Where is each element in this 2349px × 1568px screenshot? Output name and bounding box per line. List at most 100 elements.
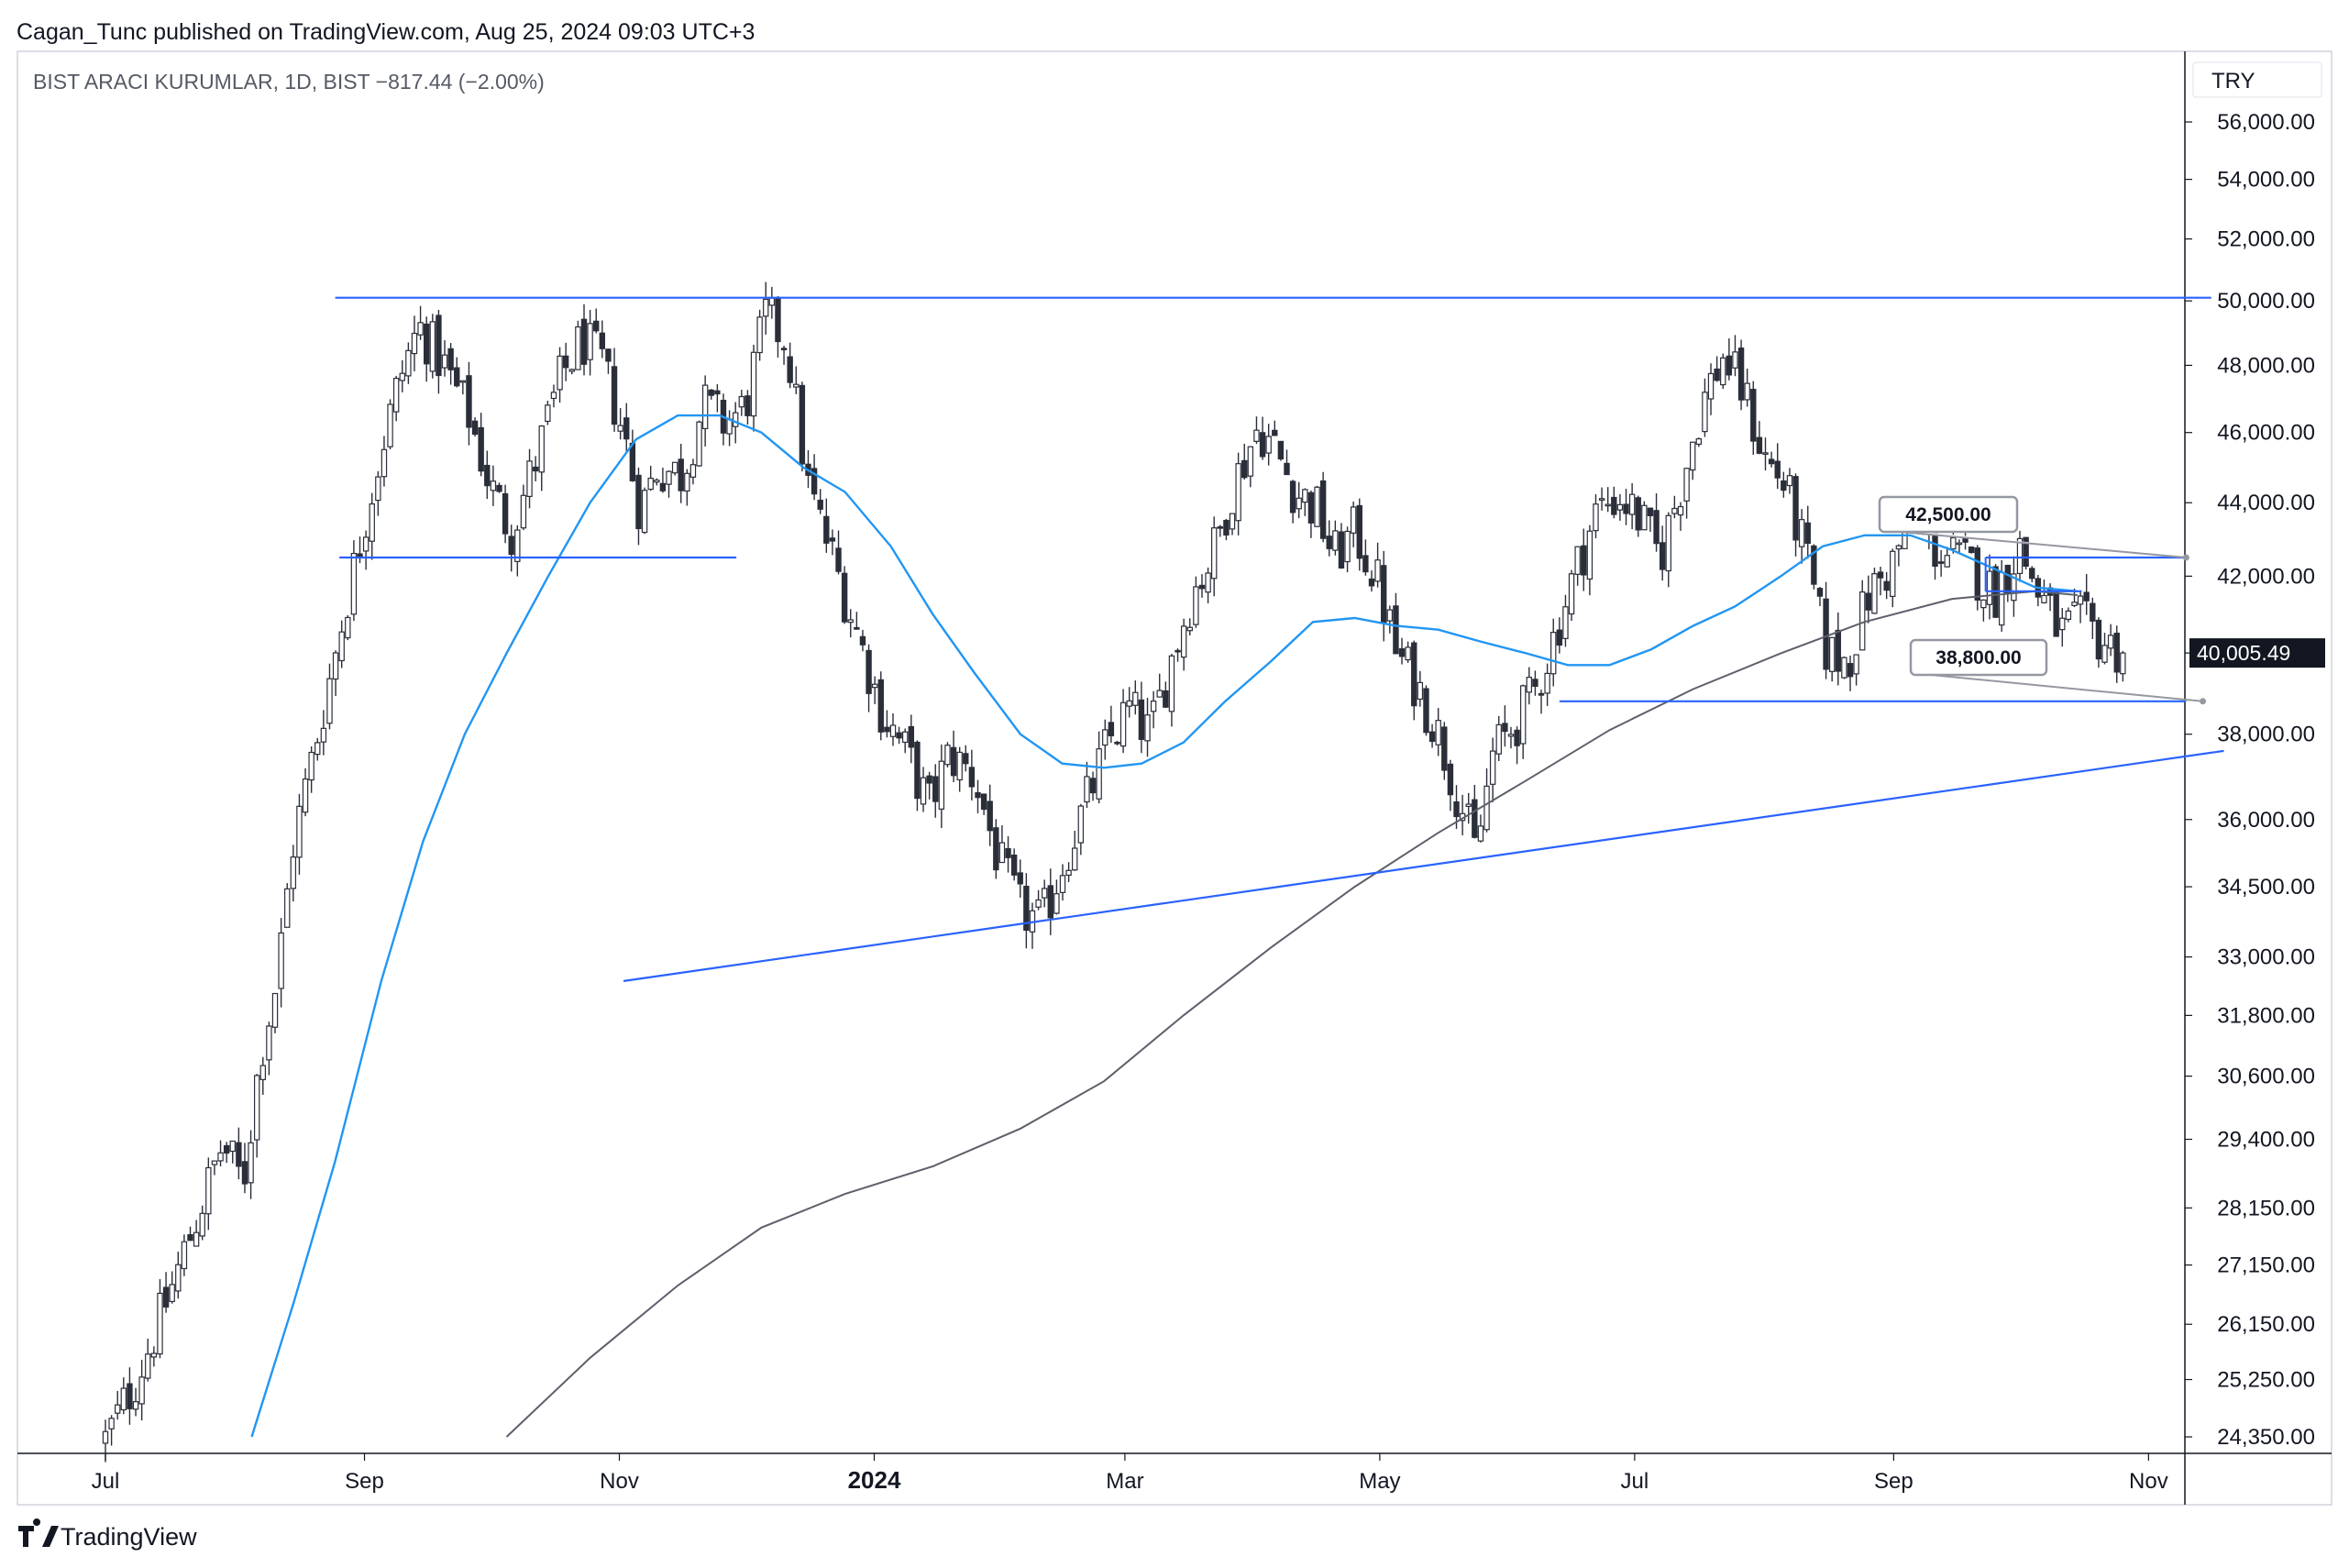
candle-body-up bbox=[248, 1142, 254, 1184]
candle-body-down bbox=[605, 348, 612, 362]
candle-body-up bbox=[1193, 586, 1199, 625]
candle bbox=[387, 399, 393, 449]
candle-body-down bbox=[678, 458, 684, 491]
candle-body-down bbox=[884, 726, 890, 733]
candle-body-up bbox=[1132, 691, 1139, 706]
candle bbox=[417, 305, 424, 340]
candle bbox=[1053, 879, 1060, 915]
candle-body-down bbox=[2083, 591, 2090, 602]
candle-body-down bbox=[811, 468, 818, 495]
candle-body-up bbox=[514, 529, 521, 562]
candle bbox=[866, 644, 872, 712]
candle bbox=[738, 390, 745, 416]
candle-body-down bbox=[1441, 726, 1448, 771]
candle bbox=[575, 320, 581, 370]
candle bbox=[326, 663, 333, 730]
candle-body-down bbox=[1393, 605, 1399, 655]
candle bbox=[1568, 569, 1575, 622]
candle-body-down bbox=[950, 746, 957, 777]
candle-body-down bbox=[1737, 348, 1745, 401]
candle-body-up bbox=[132, 1401, 139, 1410]
candle-body-up bbox=[169, 1284, 175, 1302]
candle bbox=[1314, 485, 1320, 527]
candle-body-down bbox=[454, 367, 460, 387]
candle bbox=[696, 420, 702, 467]
candle bbox=[811, 454, 818, 501]
candle-body-down bbox=[854, 626, 860, 630]
candle bbox=[854, 612, 860, 630]
candle-body-down bbox=[914, 741, 921, 800]
candle-body-up bbox=[350, 552, 358, 615]
price-tick-label: 48,000.00 bbox=[2217, 353, 2315, 378]
candle bbox=[623, 403, 630, 454]
candle bbox=[1417, 670, 1424, 707]
currency-box[interactable] bbox=[2192, 61, 2322, 98]
candle-body-up bbox=[689, 464, 697, 478]
tradingview-logo: TradingView bbox=[18, 1518, 197, 1551]
candle bbox=[241, 1143, 248, 1194]
candle-body-down bbox=[1326, 536, 1332, 549]
candle-body-down bbox=[841, 572, 848, 623]
candle-body-up bbox=[1077, 805, 1085, 844]
currency-label: TRY bbox=[2211, 69, 2255, 94]
time-tick-label: Sep bbox=[1874, 1469, 1913, 1494]
candle-body-down bbox=[1005, 847, 1011, 858]
candle bbox=[568, 368, 575, 375]
candle bbox=[471, 417, 479, 437]
candle bbox=[357, 536, 363, 564]
price-tick-label: 26,150.00 bbox=[2217, 1312, 2315, 1337]
candle-body-up bbox=[641, 490, 648, 534]
candle-body-down bbox=[1217, 525, 1224, 529]
candle bbox=[1247, 446, 1254, 488]
candle bbox=[205, 1157, 212, 1231]
candle bbox=[1138, 681, 1145, 754]
candle-body-down bbox=[496, 484, 502, 492]
candle-body-up bbox=[1374, 559, 1381, 582]
candle bbox=[320, 710, 327, 756]
published-text: Cagan_Tunc published on TradingView.com,… bbox=[17, 19, 755, 45]
candle bbox=[150, 1346, 158, 1367]
candle bbox=[1302, 488, 1308, 516]
price-label-callout: 42,500.00 bbox=[1878, 495, 2189, 561]
candle-body-down bbox=[629, 442, 636, 481]
candle-body-up bbox=[768, 297, 776, 306]
candle bbox=[1968, 546, 1975, 554]
candle bbox=[1890, 548, 1896, 608]
candle-body-up bbox=[1417, 681, 1424, 701]
candle bbox=[1284, 449, 1290, 476]
price-tick-label: 46,000.00 bbox=[2217, 421, 2315, 446]
candle-body-up bbox=[557, 355, 563, 391]
candle bbox=[659, 467, 667, 493]
candle bbox=[829, 529, 836, 556]
time-tick-label: Nov bbox=[600, 1469, 639, 1494]
candle-body-down bbox=[1089, 778, 1097, 794]
candle bbox=[1877, 567, 1884, 596]
candle bbox=[162, 1272, 170, 1313]
price-tick-label: 27,150.00 bbox=[2217, 1253, 2315, 1278]
candle-body-up bbox=[120, 1387, 127, 1411]
candle bbox=[441, 340, 448, 377]
candle-body-up bbox=[1677, 505, 1684, 516]
candle-body-up bbox=[290, 856, 297, 889]
candle bbox=[562, 342, 569, 381]
candle-body-up bbox=[314, 742, 321, 756]
candle-body-up bbox=[1053, 893, 1060, 914]
candle-body-up bbox=[326, 678, 333, 724]
candle-body-up bbox=[102, 1430, 109, 1444]
candle bbox=[193, 1220, 200, 1247]
candle bbox=[841, 566, 848, 624]
candle bbox=[1865, 575, 1872, 624]
candle-body-down bbox=[775, 298, 781, 343]
price-tick-label: 56,000.00 bbox=[2217, 110, 2315, 135]
candle bbox=[714, 383, 721, 413]
time-tick-label: Jul bbox=[92, 1469, 120, 1494]
candle-body-up bbox=[1598, 498, 1605, 501]
candle bbox=[2095, 617, 2102, 668]
candle bbox=[1744, 369, 1750, 407]
candle bbox=[1974, 545, 1980, 611]
candle bbox=[1562, 594, 1569, 647]
candle-body-down bbox=[1581, 545, 1587, 576]
candle-body-down bbox=[980, 793, 987, 811]
candle bbox=[2011, 556, 2017, 617]
